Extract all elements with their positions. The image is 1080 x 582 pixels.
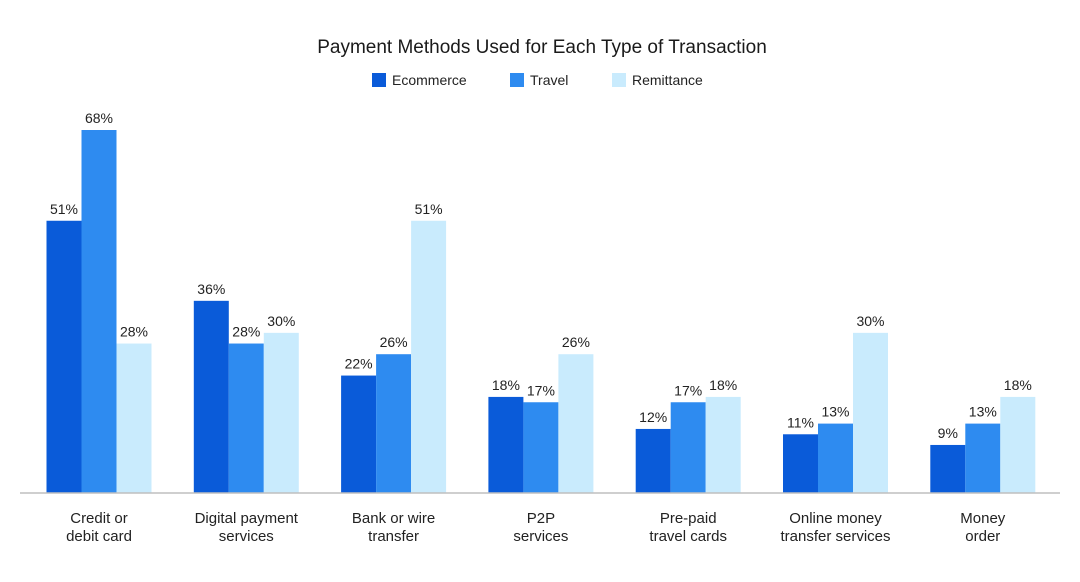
value-label-travel-3: 17% (527, 382, 555, 398)
bar-travel-4 (670, 402, 706, 493)
chart-title: Payment Methods Used for Each Type of Tr… (317, 37, 767, 58)
value-label-remittance-6: 18% (1004, 377, 1032, 393)
value-label-ecommerce-5: 11% (787, 414, 814, 430)
bar-travel-3 (523, 402, 559, 493)
bar-travel-2 (376, 354, 412, 493)
category-label-4-line-1: travel cards (649, 528, 727, 545)
bar-ecommerce-6 (930, 444, 966, 493)
category-label-3-line-0: P2P (527, 510, 555, 527)
bar-remittance-0 (116, 343, 152, 493)
category-label-3-line-1: services (513, 528, 568, 545)
value-label-remittance-0: 28% (120, 324, 148, 340)
category-label-1-line-0: Digital payment (195, 510, 299, 527)
value-label-remittance-3: 26% (562, 334, 590, 350)
legend-swatch-remittance (612, 73, 626, 87)
bar-travel-0 (81, 130, 117, 493)
legend-swatch-ecommerce (372, 73, 386, 87)
category-label-1-line-1: services (219, 528, 274, 545)
bar-ecommerce-5 (783, 434, 818, 493)
category-label-2-line-0: Bank or wire (352, 510, 435, 527)
value-label-travel-6: 13% (969, 404, 997, 420)
bar-ecommerce-1 (193, 300, 229, 493)
value-label-ecommerce-0: 51% (50, 201, 78, 217)
bar-remittance-1 (263, 332, 299, 493)
category-label-6-line-0: Money (960, 510, 1006, 527)
bar-remittance-6 (1000, 396, 1036, 493)
legend-swatch-travel (510, 73, 524, 87)
value-label-travel-4: 17% (674, 382, 702, 398)
bar-ecommerce-0 (46, 220, 82, 493)
bar-ecommerce-2 (341, 375, 377, 493)
category-label-6-line-1: order (965, 528, 1000, 545)
category-label-0-line-1: debit card (66, 528, 132, 545)
category-label-5-line-0: Online money (789, 510, 882, 527)
value-label-ecommerce-2: 22% (345, 356, 373, 372)
legend: Ecommerce Travel Remittance (372, 72, 703, 88)
value-label-ecommerce-1: 36% (197, 281, 225, 297)
bar-ecommerce-3 (488, 396, 524, 493)
category-label-2-line-1: transfer (368, 528, 419, 545)
value-label-travel-5: 13% (821, 404, 849, 420)
bar-remittance-2 (411, 220, 447, 493)
value-label-travel-2: 26% (380, 334, 408, 350)
value-label-travel-0: 68% (85, 110, 113, 126)
category-label-4-line-0: Pre-paid (660, 510, 717, 527)
value-label-remittance-5: 30% (856, 313, 884, 329)
value-label-travel-1: 28% (232, 324, 260, 340)
value-label-remittance-4: 18% (709, 377, 737, 393)
bar-travel-6 (965, 423, 1001, 493)
bar-remittance-3 (558, 354, 594, 493)
value-label-ecommerce-3: 18% (492, 377, 520, 393)
legend-label-remittance: Remittance (632, 72, 703, 88)
legend-label-travel: Travel (530, 72, 568, 88)
category-label-0-line-0: Credit or (70, 510, 128, 527)
bar-remittance-4 (705, 396, 741, 493)
legend-label-ecommerce: Ecommerce (392, 72, 467, 88)
category-label-5-line-1: transfer services (780, 528, 890, 545)
value-label-ecommerce-6: 9% (938, 425, 958, 441)
bar-ecommerce-4 (635, 428, 671, 493)
bar-travel-1 (228, 343, 264, 493)
value-label-remittance-2: 51% (415, 201, 443, 217)
value-label-remittance-1: 30% (267, 313, 295, 329)
value-label-ecommerce-4: 12% (639, 409, 667, 425)
bar-travel-5 (818, 423, 853, 493)
bar-remittance-5 (853, 332, 888, 493)
plot-area: 51% 68% 28% 36% 28% 30% 22% 26% 51% 18% 17% 26% 12% 1… (46, 110, 1036, 493)
